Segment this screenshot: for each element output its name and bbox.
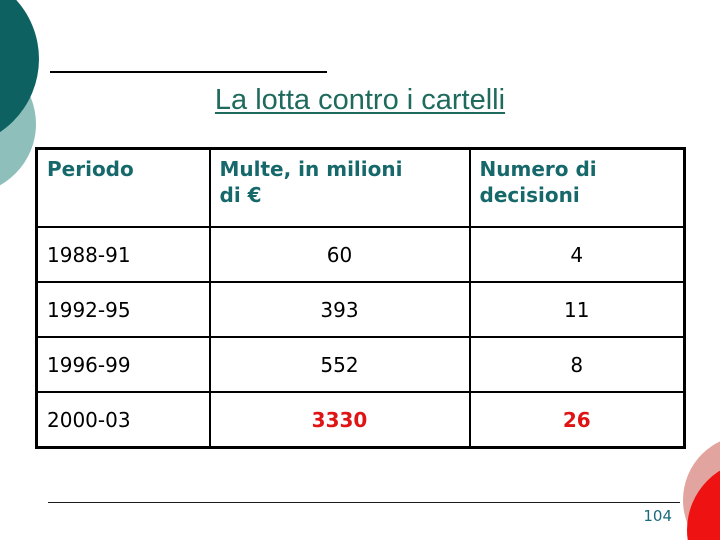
column-header-label: Numero di decisioni [479,157,597,207]
cell-decisioni: 26 [468,391,686,449]
title-accent-line [50,71,327,73]
cell-multe: 60 [208,226,471,283]
cell-decisioni: 11 [468,281,686,338]
column-header-label: Periodo [47,157,134,181]
cell-multe: 552 [208,336,471,393]
table-header-row: Periodo Multe, in milioni di € Numero di… [35,147,686,228]
table-row-highlighted: 2000-03 3330 26 [35,391,686,449]
cell-multe: 3330 [208,391,471,449]
cell-periodo: 1992-95 [35,281,211,338]
page-number: 104 [643,507,672,525]
table-row: 1988-91 60 4 [35,226,686,283]
column-header-decisioni: Numero di decisioni [468,147,686,228]
cell-periodo: 2000-03 [35,391,211,449]
footer-divider [48,502,680,503]
table-row: 1992-95 393 11 [35,281,686,338]
cell-decisioni: 8 [468,336,686,393]
column-header-periodo: Periodo [35,147,211,228]
column-header-multe: Multe, in milioni di € [208,147,471,228]
page-title: La lotta contro i cartelli [214,84,506,116]
cell-periodo: 1996-99 [35,336,211,393]
cell-periodo: 1988-91 [35,226,211,283]
column-header-label: Multe, in milioni di € [219,157,403,207]
cell-decisioni: 4 [468,226,686,283]
table-row: 1996-99 552 8 [35,336,686,393]
cartel-fines-table: Periodo Multe, in milioni di € Numero di… [35,147,686,449]
cell-multe: 393 [208,281,471,338]
